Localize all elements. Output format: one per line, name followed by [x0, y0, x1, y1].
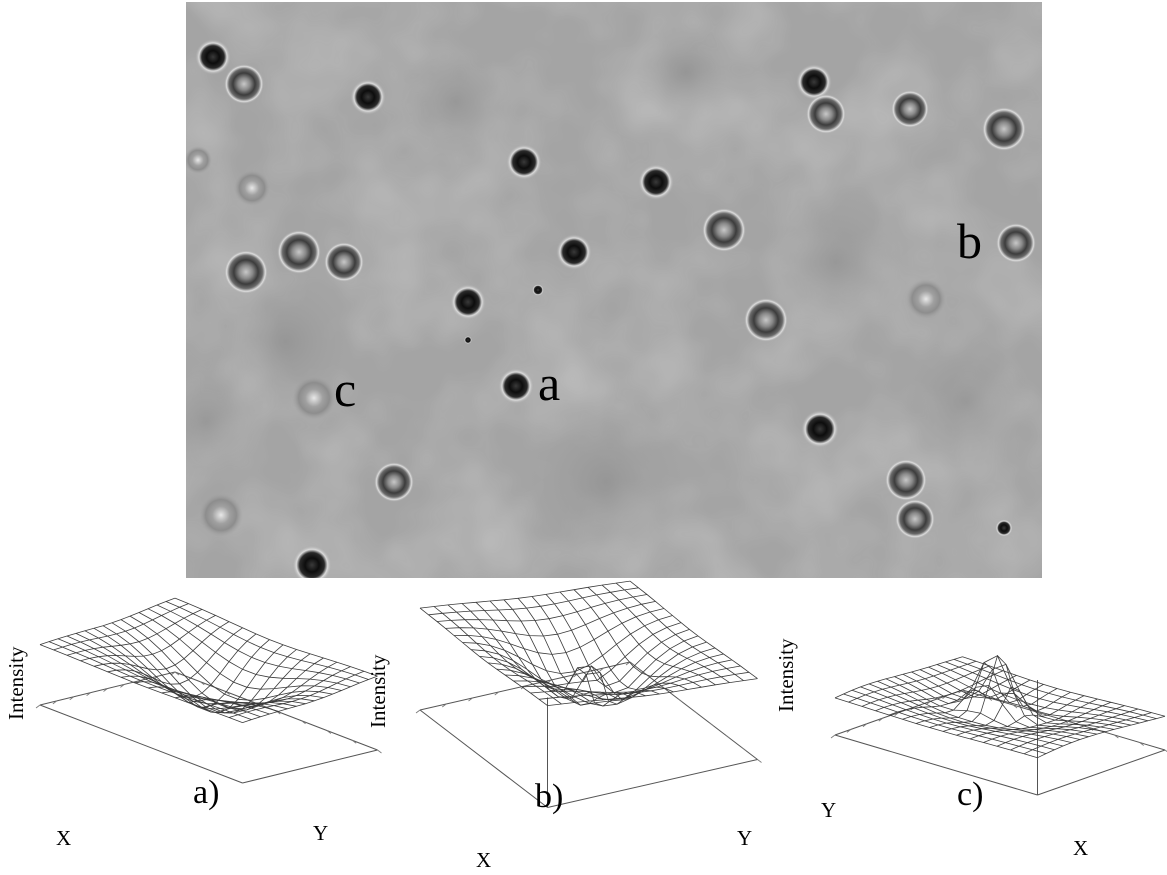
micrograph-particle: [532, 284, 544, 296]
micrograph-particle: [224, 250, 268, 294]
micrograph-label-a: a: [538, 355, 561, 411]
micrograph-particle: [801, 410, 839, 448]
surface-plot-ticks: [35, 671, 382, 754]
surface-plot-b-x-label: X: [476, 848, 492, 872]
micrograph-particle: [234, 170, 270, 206]
micrograph-label-c: c: [334, 361, 357, 417]
surface-plot-c-x-label: X: [1073, 836, 1089, 860]
surface-plot-c-label: c): [957, 776, 984, 813]
micrograph-particle: [638, 164, 674, 200]
micrograph-particle: [464, 336, 472, 344]
surface-plot-b-z-label: Intensity: [366, 654, 390, 729]
micrograph-particle: [195, 39, 231, 75]
surface-plot-b-canvas: [415, 580, 762, 808]
micrograph-particle: [224, 64, 264, 104]
micrograph-particle: [277, 230, 321, 274]
surface-plot-c-canvas: [830, 654, 1167, 796]
micrograph-shade: [636, 22, 736, 122]
micrograph-shade: [396, 42, 516, 162]
surface-plot-b-y-label: Y: [737, 826, 753, 850]
surface-plot-c: [790, 585, 1167, 875]
micrograph-particle: [702, 208, 746, 252]
micrograph-particle: [995, 519, 1013, 537]
micrograph-shade: [516, 392, 696, 572]
micrograph-particle: [796, 64, 832, 100]
micrograph-particle: [806, 94, 846, 134]
micrograph-particle: [450, 284, 486, 320]
micrograph-particle: [744, 298, 788, 342]
micrograph-shade: [756, 182, 916, 342]
micrograph-shade: [186, 362, 266, 482]
surface-plot-mesh: [39, 597, 378, 723]
surface-plot-b: [380, 580, 790, 875]
surface-plot-a-y-label: Y: [313, 821, 329, 845]
surface-plot-c-z-label: Intensity: [774, 638, 798, 713]
micrograph-particle: [292, 545, 332, 578]
micrograph-particle: [498, 368, 534, 404]
surface-plot-box-edge: [547, 759, 758, 808]
micrograph-image: [186, 2, 1042, 578]
micrograph-particle: [906, 279, 946, 319]
micrograph-particle: [374, 462, 414, 502]
micrograph-particle: [885, 459, 927, 501]
surface-plot-ticks: [415, 661, 762, 763]
micrograph-particle: [292, 376, 336, 420]
surface-plot-box-edge: [419, 709, 548, 808]
micrograph-particle: [199, 493, 243, 537]
surface-plot-a-canvas: [35, 597, 382, 784]
micrograph-shade: [896, 332, 1036, 472]
micrograph-particle: [186, 146, 212, 174]
surface-plot-mesh: [834, 654, 1166, 759]
micrograph-particle: [996, 223, 1036, 263]
surface-plot-mesh: [419, 580, 758, 707]
surface-plot-box-edge: [834, 734, 1038, 796]
micrograph-particle: [350, 79, 386, 115]
surface-plot-box-edge: [1037, 749, 1166, 796]
surface-plot-box-edge: [39, 704, 243, 784]
micrograph-shade: [216, 272, 356, 412]
surface-plot-a-x-label: X: [56, 826, 72, 850]
micrograph-canvas: [186, 2, 1042, 578]
surface-plot-a-label: a): [193, 774, 220, 811]
micrograph-particle: [895, 499, 935, 539]
surface-plot-a: [0, 585, 382, 875]
micrograph-particle: [982, 107, 1026, 151]
surface-plot-a-z-label: Intensity: [4, 646, 28, 721]
micrograph-particle: [324, 242, 364, 282]
micrograph-particle: [556, 234, 592, 270]
micrograph-label-b: b: [957, 213, 982, 269]
micrograph-particle: [506, 144, 542, 180]
micrograph-particle: [891, 90, 929, 128]
surface-plot-box-edge: [242, 749, 378, 784]
surface-plot-b-label: b): [535, 778, 564, 815]
surface-plot-c-y-label: Y: [821, 798, 837, 822]
particle-layer: [186, 22, 1036, 578]
